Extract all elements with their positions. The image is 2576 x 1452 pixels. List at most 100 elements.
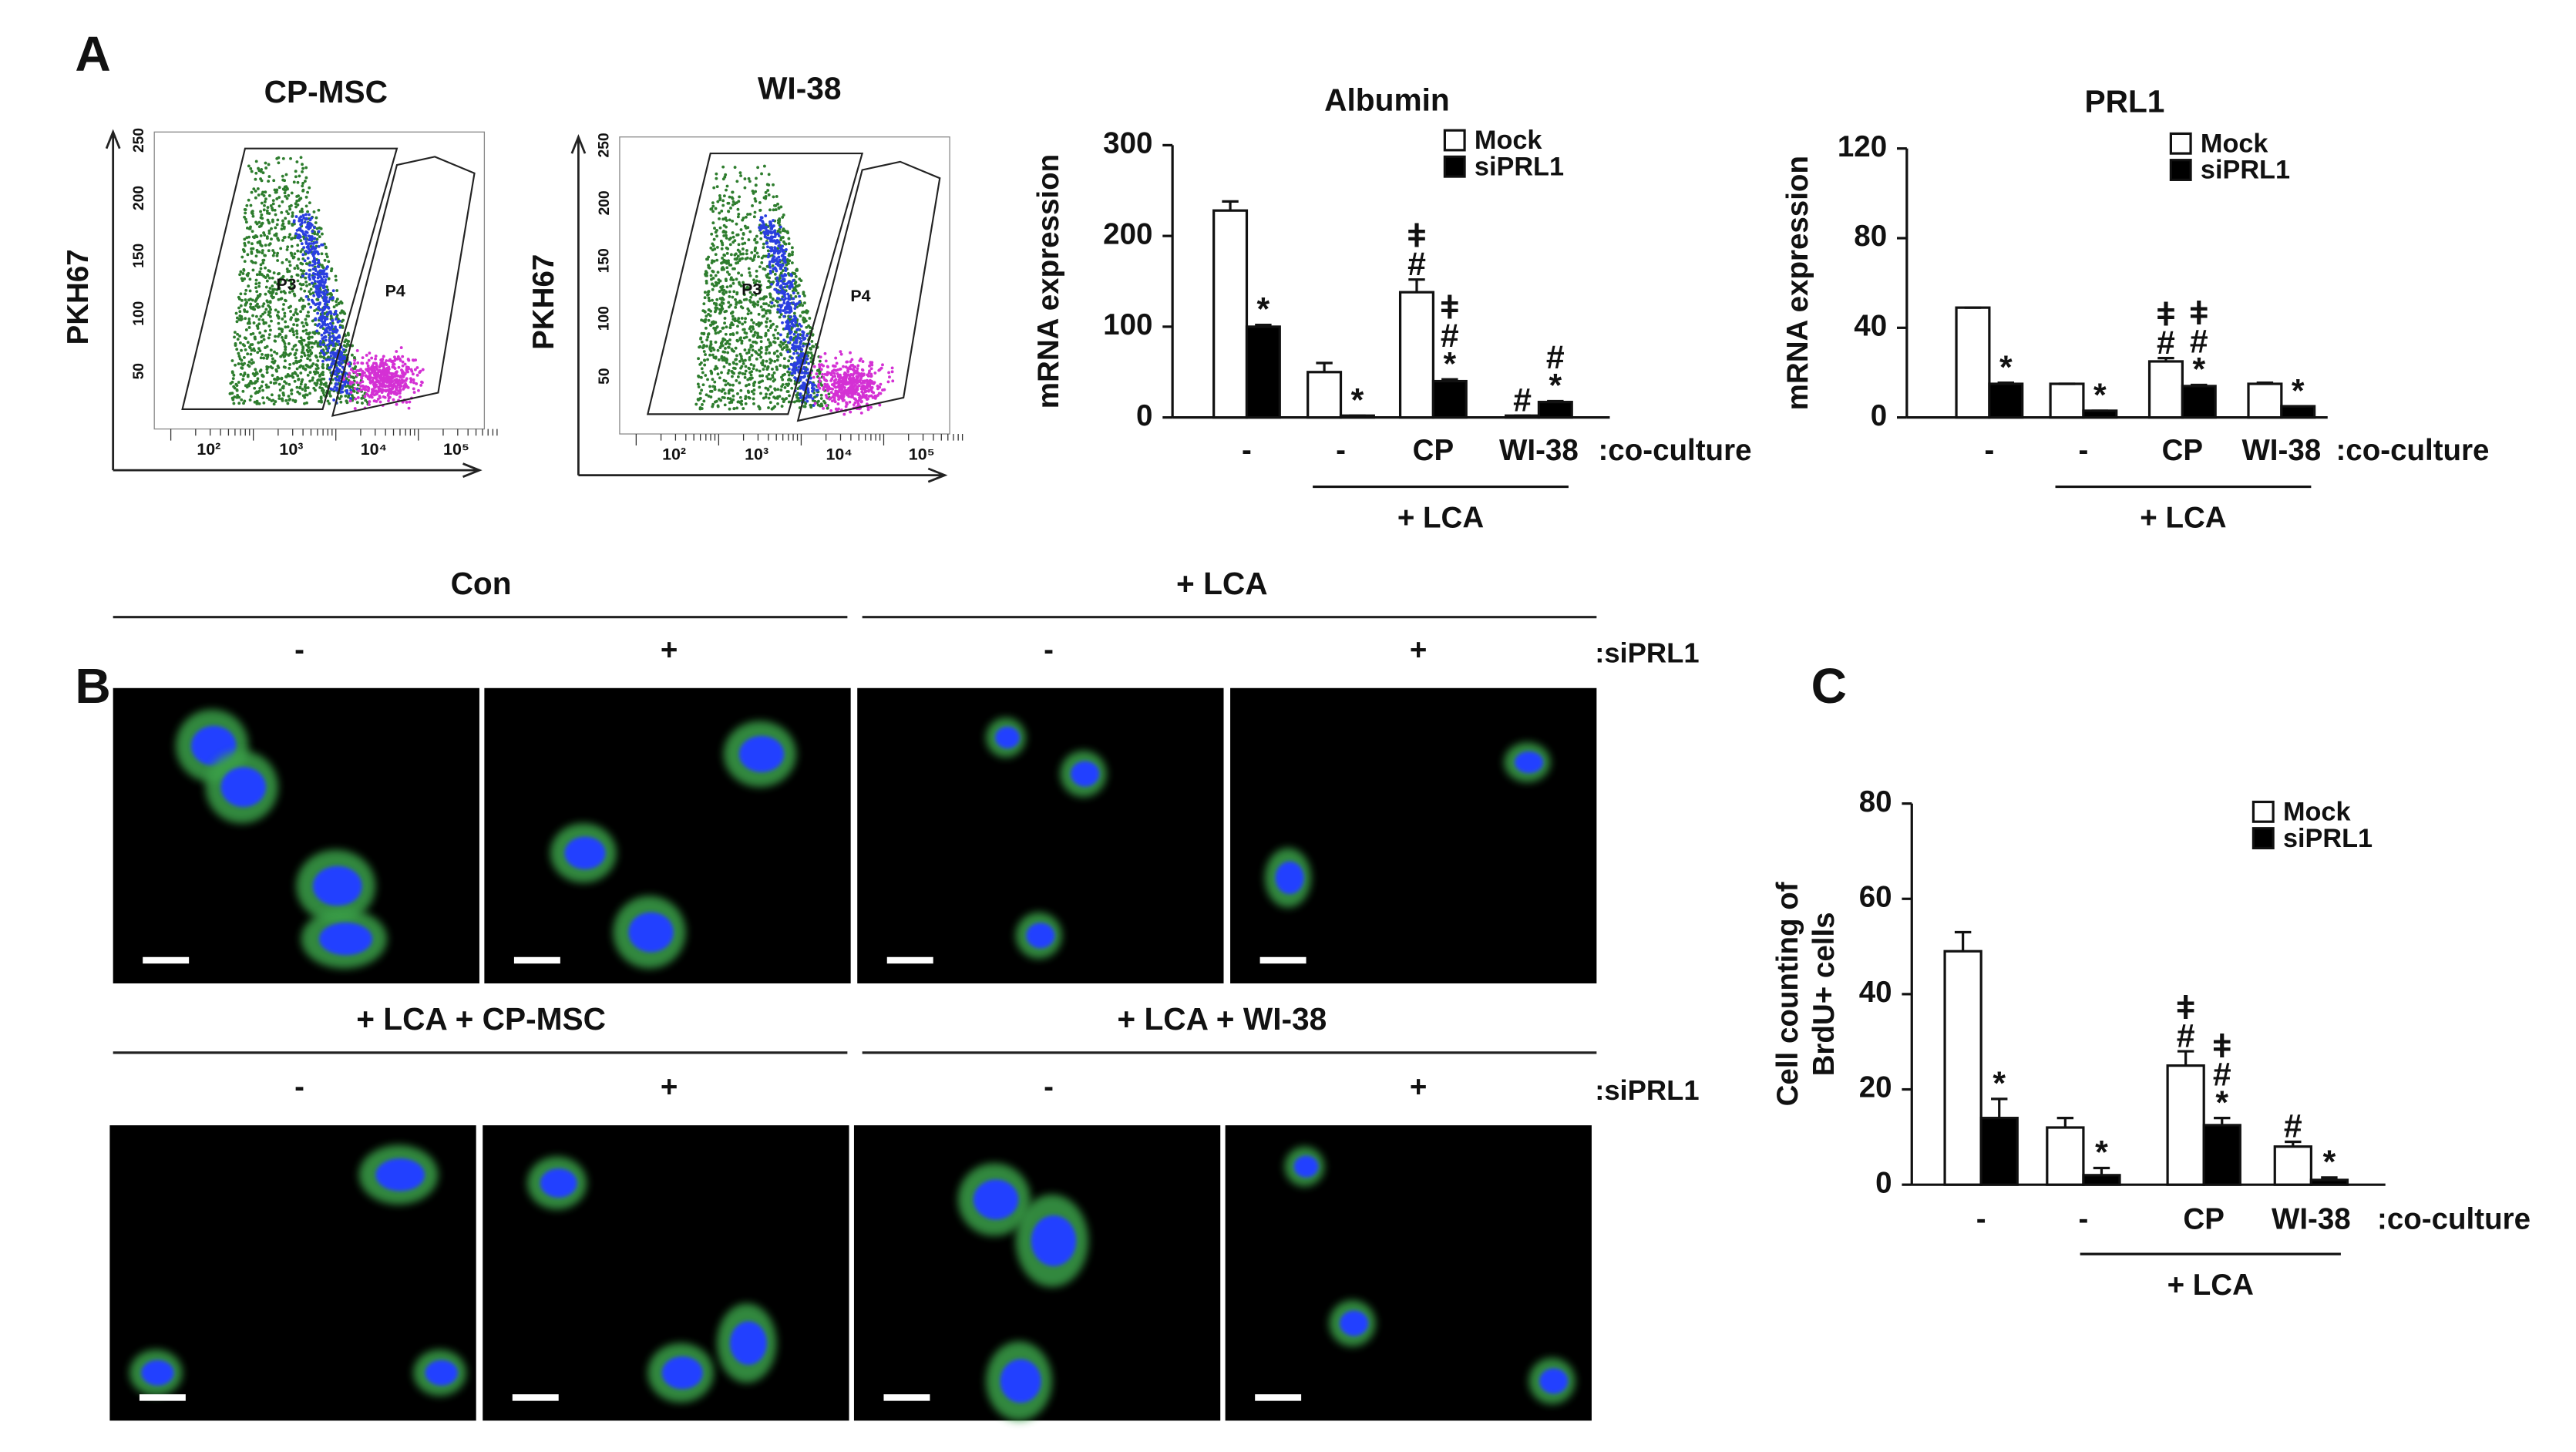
event-dot bbox=[850, 392, 854, 396]
event-dot bbox=[702, 331, 706, 335]
event-dot bbox=[795, 351, 799, 355]
event-dot bbox=[727, 345, 731, 349]
event-dot bbox=[268, 242, 272, 246]
event-dot bbox=[385, 359, 388, 362]
event-dot bbox=[741, 322, 745, 326]
event-dot bbox=[735, 331, 739, 334]
event-dot bbox=[804, 319, 808, 323]
event-dot bbox=[816, 393, 819, 397]
event-dot bbox=[881, 363, 884, 367]
event-dot bbox=[284, 258, 288, 261]
event-dot bbox=[731, 235, 735, 239]
event-dot bbox=[772, 183, 775, 187]
event-dot bbox=[264, 166, 268, 170]
event-dot bbox=[319, 315, 323, 319]
event-dot bbox=[310, 281, 314, 285]
event-dot bbox=[826, 365, 830, 369]
cell-nucleus bbox=[564, 836, 606, 870]
event-dot bbox=[245, 236, 249, 240]
event-dot bbox=[338, 375, 341, 378]
event-dot bbox=[736, 254, 740, 258]
event-dot bbox=[309, 287, 313, 291]
event-dot bbox=[792, 338, 795, 341]
event-dot bbox=[735, 292, 739, 296]
event-dot bbox=[816, 368, 819, 372]
event-dot bbox=[247, 360, 251, 364]
event-dot bbox=[368, 403, 371, 406]
event-dot bbox=[782, 309, 785, 313]
event-dot bbox=[285, 197, 289, 200]
event-dot bbox=[806, 388, 810, 392]
event-dot bbox=[890, 370, 894, 374]
event-dot bbox=[733, 257, 737, 261]
event-dot bbox=[758, 369, 762, 373]
event-dot bbox=[317, 260, 321, 264]
event-dot bbox=[355, 381, 359, 385]
event-dot bbox=[733, 317, 737, 321]
event-dot bbox=[752, 340, 755, 344]
event-dot bbox=[341, 390, 345, 394]
event-dot bbox=[291, 211, 294, 215]
event-dot bbox=[352, 389, 356, 393]
event-dot bbox=[318, 293, 321, 297]
event-dot bbox=[295, 367, 299, 371]
event-dot bbox=[251, 314, 254, 318]
event-dot bbox=[301, 270, 304, 273]
event-dot bbox=[346, 362, 350, 366]
y-axis-label: Cell counting of bbox=[1771, 882, 1804, 1106]
event-dot bbox=[299, 197, 303, 200]
event-dot bbox=[329, 387, 332, 391]
event-dot bbox=[252, 187, 256, 191]
event-dot bbox=[758, 385, 762, 389]
event-dot bbox=[801, 386, 805, 390]
event-dot bbox=[275, 254, 279, 257]
event-dot bbox=[782, 301, 786, 304]
event-dot bbox=[288, 207, 292, 211]
event-dot bbox=[281, 260, 284, 264]
event-dot bbox=[247, 240, 251, 244]
event-dot bbox=[762, 223, 765, 227]
event-dot bbox=[310, 351, 314, 355]
flow-ylabel: PKH67 bbox=[527, 254, 560, 350]
event-dot bbox=[399, 395, 402, 399]
event-dot bbox=[254, 304, 258, 308]
event-dot bbox=[293, 267, 297, 271]
event-dot bbox=[822, 406, 826, 410]
event-dot bbox=[277, 315, 281, 319]
event-dot bbox=[278, 388, 282, 392]
event-dot bbox=[294, 361, 298, 365]
event-dot bbox=[768, 208, 772, 212]
event-dot bbox=[321, 359, 325, 363]
event-dot bbox=[298, 217, 301, 220]
event-dot bbox=[765, 286, 769, 289]
event-dot bbox=[750, 390, 754, 393]
event-dot bbox=[295, 200, 299, 203]
event-dot bbox=[255, 379, 259, 383]
flow-x-tick-label: 10² bbox=[197, 440, 220, 459]
event-dot bbox=[379, 371, 383, 374]
event-dot bbox=[303, 180, 307, 183]
bar bbox=[2166, 1064, 2205, 1186]
event-dot bbox=[734, 305, 738, 309]
event-dot bbox=[274, 213, 277, 217]
event-dot bbox=[261, 258, 265, 262]
event-dot bbox=[325, 317, 329, 321]
event-dot bbox=[789, 315, 792, 319]
event-dot bbox=[338, 360, 341, 364]
event-dot bbox=[779, 305, 783, 309]
event-dot bbox=[721, 344, 725, 348]
event-dot bbox=[866, 380, 869, 383]
event-dot bbox=[308, 379, 312, 383]
event-dot bbox=[775, 195, 779, 198]
event-dot bbox=[312, 341, 316, 345]
event-dot bbox=[745, 252, 748, 256]
event-dot bbox=[323, 258, 327, 262]
group-title: + LCA bbox=[1176, 566, 1268, 601]
event-dot bbox=[728, 273, 731, 276]
event-dot bbox=[308, 186, 311, 190]
event-dot bbox=[768, 293, 772, 297]
event-dot bbox=[766, 245, 769, 249]
event-dot bbox=[331, 347, 335, 351]
event-dot bbox=[401, 364, 405, 368]
event-dot bbox=[289, 388, 293, 392]
